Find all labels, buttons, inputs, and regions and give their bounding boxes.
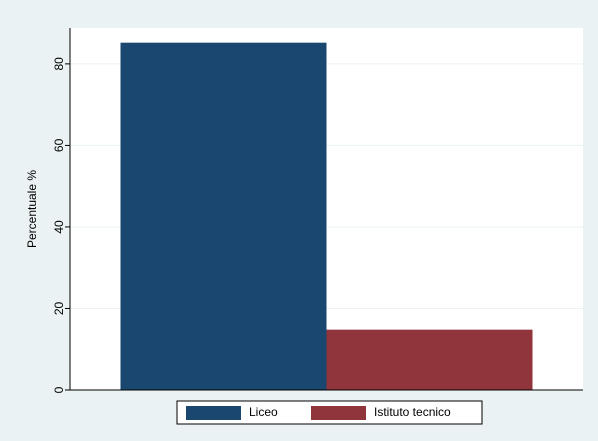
y-tick-label: 60 [52,138,66,152]
y-tick-label: 0 [52,386,66,393]
legend-label: Liceo [249,405,278,419]
legend-label: Istituto tecnico [374,405,451,419]
y-axis-title: Percentuale % [25,170,39,248]
y-tick-label: 20 [52,301,66,315]
bar [326,329,533,390]
legend-swatch [186,406,241,420]
bar [120,42,327,391]
legend-swatch [311,406,366,420]
y-tick-label: 40 [52,220,66,234]
y-tick-label: 80 [52,57,66,71]
